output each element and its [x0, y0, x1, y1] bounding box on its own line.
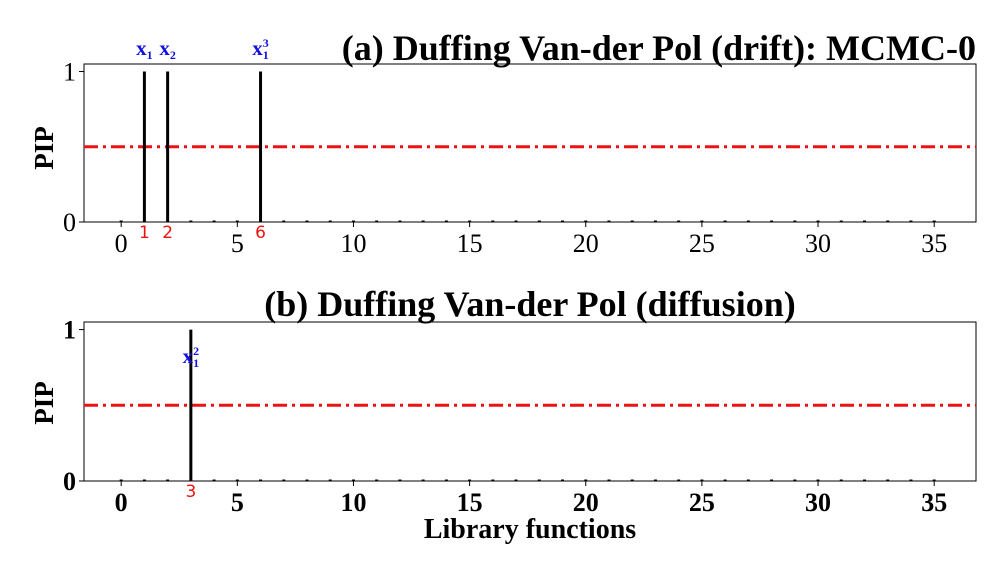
- panel-a-frame: [83, 63, 977, 223]
- panel-a-xtick-label-15: 15: [457, 229, 483, 258]
- panel-a-term-label-6: x3 1: [252, 36, 269, 62]
- panel-b-xtick-label-30: 30: [805, 488, 831, 517]
- panel-a-term-label-1: x1: [136, 36, 153, 62]
- panel-a-xtick-label-35: 35: [921, 229, 947, 258]
- panel-a: (a) Duffing Van-der Pol (drift): MCMC-0 …: [29, 28, 977, 258]
- panel-b-x-axis-label: Library functions: [424, 514, 636, 545]
- panel-b-xtick-label-10: 10: [340, 488, 366, 517]
- panel-a-xtick-label-20: 20: [573, 229, 599, 258]
- panel-b-term-label-3: x2 1: [183, 344, 200, 370]
- panel-b-xtick-label-20: 20: [573, 488, 599, 517]
- panel-b-title: (b) Duffing Van-der Pol (diffusion): [264, 284, 795, 324]
- panel-b-xtick-label-5: 5: [231, 488, 244, 517]
- panel-b-plot: 0 5 10 15 20 25 30 35 0 1 x2 1 3: [63, 316, 977, 517]
- panel-a-index-label-1: 1: [139, 223, 150, 243]
- panel-a-xtick-label-10: 10: [340, 229, 366, 258]
- panel-a-term-label-2: x2: [159, 36, 176, 62]
- panel-a-index-label-6: 6: [255, 223, 266, 243]
- panel-b-xtick-label-35: 35: [921, 488, 947, 517]
- panel-b-ytick-label-1: 1: [63, 316, 76, 345]
- panel-b-y-axis-label: PIP: [29, 381, 59, 425]
- panel-a-xtick-label-5: 5: [231, 229, 244, 258]
- panel-a-y-axis-label: PIP: [29, 126, 59, 170]
- panel-b-ytick-label-0: 0: [63, 467, 76, 496]
- panel-b: (b) Duffing Van-der Pol (diffusion) PIP …: [29, 284, 977, 545]
- panel-a-ytick-label-1: 1: [63, 58, 76, 87]
- panel-a-xtick-label-0: 0: [115, 229, 128, 258]
- panel-b-frame: [83, 321, 977, 482]
- panel-a-xtick-label-25: 25: [689, 229, 715, 258]
- panel-b-index-label-3: 3: [185, 482, 196, 502]
- panel-b-xtick-label-15: 15: [457, 488, 483, 517]
- panel-b-xtick-label-25: 25: [689, 488, 715, 517]
- panel-a-index-label-2: 2: [162, 223, 173, 243]
- panel-a-xtick-label-30: 30: [805, 229, 831, 258]
- panel-b-xtick-label-0: 0: [115, 488, 128, 517]
- panel-a-title: (a) Duffing Van-der Pol (drift): MCMC-0: [342, 28, 976, 68]
- panel-a-ytick-label-0: 0: [63, 208, 76, 237]
